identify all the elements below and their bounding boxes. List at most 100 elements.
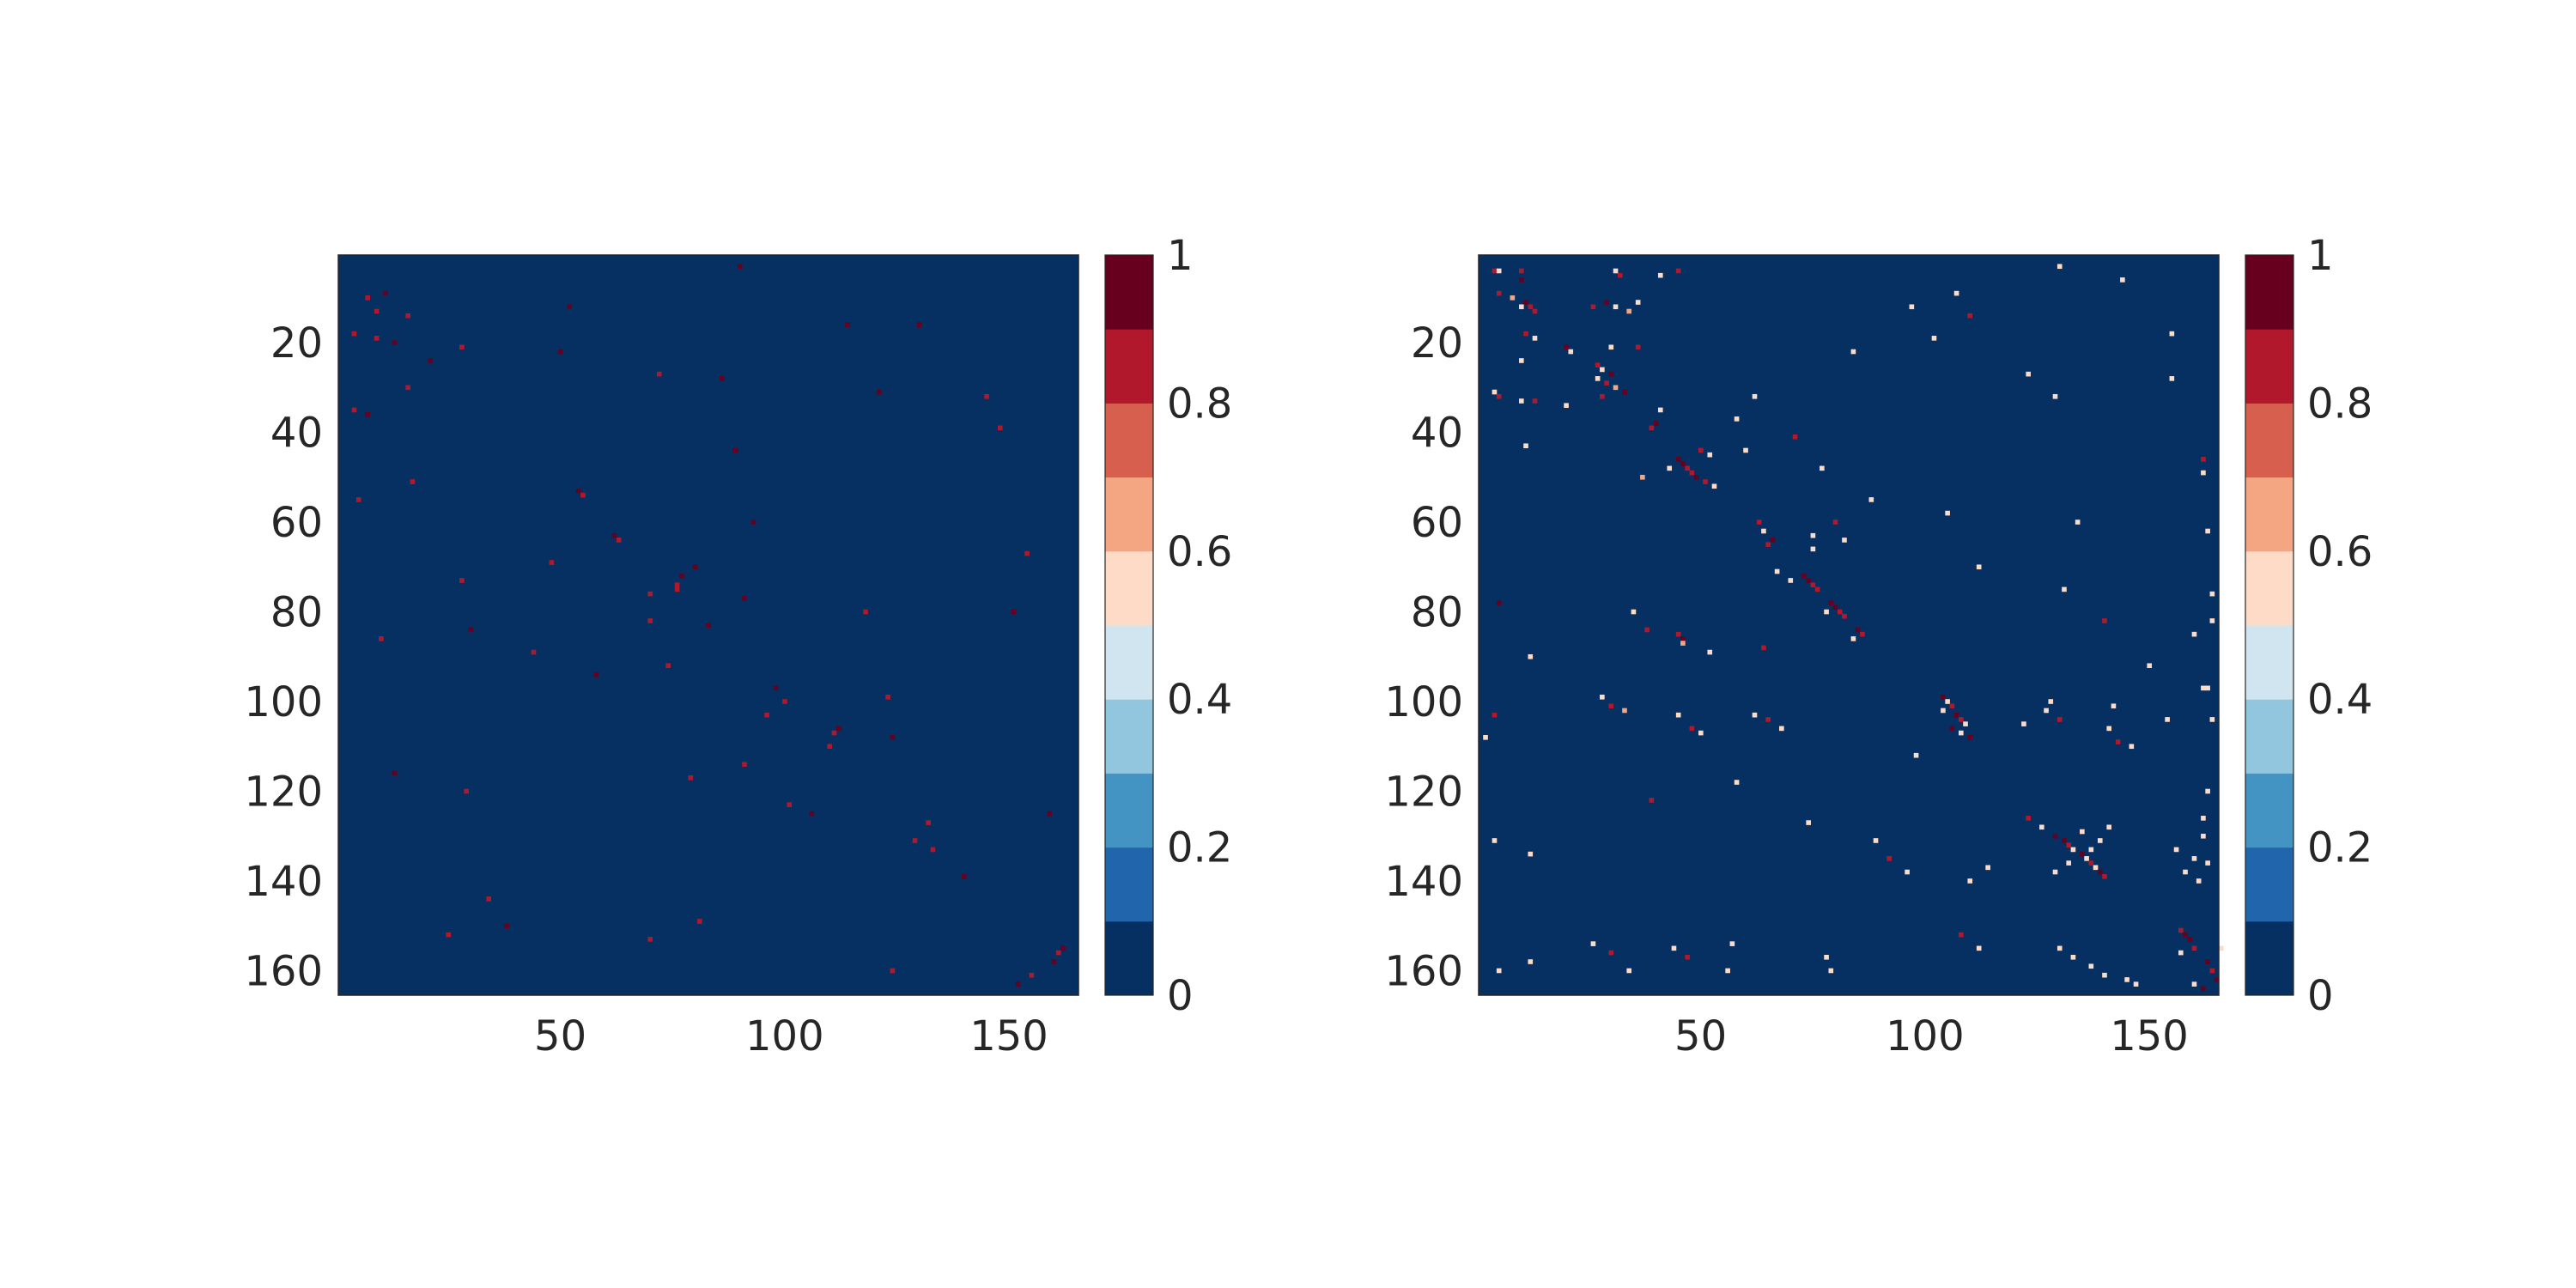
heatmap-cell xyxy=(365,295,370,301)
heatmap-cell xyxy=(1608,703,1614,709)
heatmap-cell xyxy=(1743,447,1748,453)
heatmap-cell xyxy=(1483,734,1488,740)
y-tick-label: 60 xyxy=(1411,499,1463,547)
heatmap-cell xyxy=(1496,600,1502,605)
heatmap-cell xyxy=(1761,528,1766,534)
y-tick-label: 40 xyxy=(1411,409,1463,457)
colorbar-tick-label: 0.6 xyxy=(1167,528,1232,576)
heatmap-cell xyxy=(2129,744,2135,750)
heatmap-cell xyxy=(2201,816,2206,821)
colorbar-segment xyxy=(1105,625,1153,700)
heatmap-cell xyxy=(379,636,384,641)
heatmap-cell xyxy=(1693,474,1699,480)
heatmap-cell xyxy=(2026,816,2031,821)
heatmap-cell xyxy=(2214,977,2220,982)
heatmap-cell xyxy=(764,712,769,718)
colorbar: 0 0.2 0.4 0.6 0.8 1 xyxy=(1104,232,1232,1020)
heatmap-cell xyxy=(2026,371,2031,377)
heatmap-cell xyxy=(1842,613,1847,619)
heatmap-cell xyxy=(1564,344,1569,350)
heatmap-cell xyxy=(1774,568,1780,574)
heatmap-cell xyxy=(2201,986,2206,992)
heatmap-cell xyxy=(916,322,922,327)
heatmap-cell xyxy=(773,685,779,691)
colorbar-tick-label: 0.2 xyxy=(2307,824,2372,872)
heatmap-cell xyxy=(2205,959,2210,964)
colorbar-segment xyxy=(1105,847,1153,922)
colorbar-segment xyxy=(2245,699,2293,774)
heatmap-cell xyxy=(1564,403,1569,409)
heatmap-cell xyxy=(647,618,653,623)
heatmap-cell xyxy=(1595,376,1601,381)
heatmap-cell xyxy=(2080,829,2085,835)
x-tick-label: 50 xyxy=(534,1012,586,1060)
heatmap-cell xyxy=(2209,591,2215,597)
y-tick-label: 80 xyxy=(270,588,323,636)
heatmap-cell xyxy=(2088,963,2094,969)
colorbar-segment xyxy=(2245,477,2293,552)
heatmap-cell xyxy=(1698,730,1704,736)
x-tick-label: 100 xyxy=(1886,1012,1965,1060)
y-tick-label: 100 xyxy=(1384,678,1463,726)
heatmap-cell xyxy=(1711,483,1717,489)
y-tick-label: 40 xyxy=(270,409,323,457)
colorbar-frame xyxy=(1104,254,1154,996)
colorbar-segment xyxy=(2245,773,2293,848)
heatmap-cell xyxy=(1675,457,1681,462)
heatmap-cell xyxy=(1492,712,1498,718)
heatmap-cell xyxy=(1528,959,1534,964)
heatmap-cell xyxy=(2062,838,2067,843)
heatmap-cell xyxy=(1820,465,1825,471)
heatmap-cell xyxy=(1532,336,1538,341)
heatmap-cell xyxy=(2191,945,2197,951)
heatmap-cell xyxy=(1519,358,1524,363)
heatmap-cell xyxy=(1850,636,1856,641)
colorbar-tick-label: 0 xyxy=(2307,972,2334,1020)
heatmap-cell xyxy=(1523,300,1528,305)
heatmap-cell xyxy=(1622,708,1627,714)
heatmap-cell xyxy=(890,734,896,740)
heatmap-cell xyxy=(1680,641,1686,646)
heatmap-cell xyxy=(1958,932,1964,938)
heatmap-cell xyxy=(464,788,469,794)
heatmap-cell xyxy=(1492,389,1498,395)
heatmap-cell xyxy=(2124,977,2129,982)
heatmap-cell xyxy=(1613,268,1619,274)
heatmap-cell xyxy=(405,385,410,391)
y-tick-label: 100 xyxy=(244,678,323,726)
heatmap-cell xyxy=(1604,300,1609,305)
heatmap-cell xyxy=(1608,344,1614,350)
heatmap-cell xyxy=(2133,981,2139,987)
heatmap-cell xyxy=(1015,981,1021,987)
heatmap-cell xyxy=(2106,726,2112,732)
heatmap-cell xyxy=(459,578,465,583)
heatmap-cell xyxy=(2147,663,2153,669)
heatmap-cell xyxy=(1590,304,1596,310)
heatmap-cell xyxy=(1640,474,1645,480)
x-tick-label: 150 xyxy=(969,1012,1048,1060)
heatmap-cell xyxy=(486,896,492,902)
colorbar: 0 0.2 0.4 0.6 0.8 1 xyxy=(2245,232,2372,1020)
heatmap-cell xyxy=(1963,721,1968,726)
heatmap-cell xyxy=(1828,968,1834,974)
heatmap-cell xyxy=(1832,605,1838,611)
heatmap-cell xyxy=(531,649,537,655)
heatmap-panel-left: 20 40 60 80 100 120 140 160 50 100 150 0 0.2 0.4 0.6 0.… xyxy=(244,232,1232,1060)
heatmap-cell xyxy=(1967,878,1973,884)
heatmap-cell xyxy=(1528,851,1534,857)
heatmap-cell xyxy=(2052,833,2058,839)
heatmap-cell xyxy=(1949,703,1955,709)
heatmap-cell xyxy=(468,627,474,633)
heatmap-cell xyxy=(742,596,747,601)
heatmap-cell xyxy=(1528,304,1534,310)
heatmap-cell xyxy=(2111,703,2117,709)
heatmap-cell xyxy=(1496,268,1502,274)
heatmap-cell xyxy=(549,560,555,565)
heatmap-cell xyxy=(926,820,931,825)
heatmap-cell xyxy=(1806,578,1811,583)
colorbar-tick-label: 0.4 xyxy=(1167,676,1232,724)
heatmap-cell xyxy=(351,407,357,413)
heatmap-cell xyxy=(1725,968,1730,974)
heatmap-cell xyxy=(1600,393,1605,399)
heatmap-cell xyxy=(1657,272,1663,278)
